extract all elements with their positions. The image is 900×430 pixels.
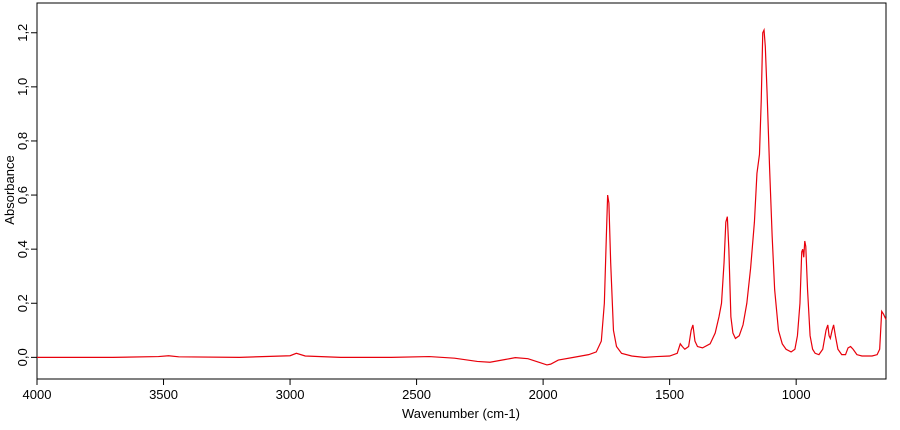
y-tick-label: 1,2: [15, 24, 30, 42]
y-tick-label: 1,0: [15, 78, 30, 96]
x-axis-label: Wavenumber (cm-1): [402, 406, 520, 421]
y-tick-label: 0,0: [15, 348, 30, 366]
y-tick-label: 0,6: [15, 186, 30, 204]
y-axis-label: Absorbance: [2, 155, 17, 224]
x-tick-label: 3000: [276, 387, 305, 402]
x-tick-label: 1000: [782, 387, 811, 402]
spectrum-line: [37, 27, 887, 366]
x-tick-label: 1500: [655, 387, 684, 402]
y-tick-label: 0,8: [15, 132, 30, 150]
x-tick-label: 2000: [529, 387, 558, 402]
x-tick-label: 4000: [23, 387, 52, 402]
plot-frame: [36, 2, 887, 380]
x-tick-label: 3500: [149, 387, 178, 402]
y-tick-label: 0,4: [15, 240, 30, 258]
x-tick-label: 2500: [402, 387, 431, 402]
y-tick-label: 0,2: [15, 294, 30, 312]
